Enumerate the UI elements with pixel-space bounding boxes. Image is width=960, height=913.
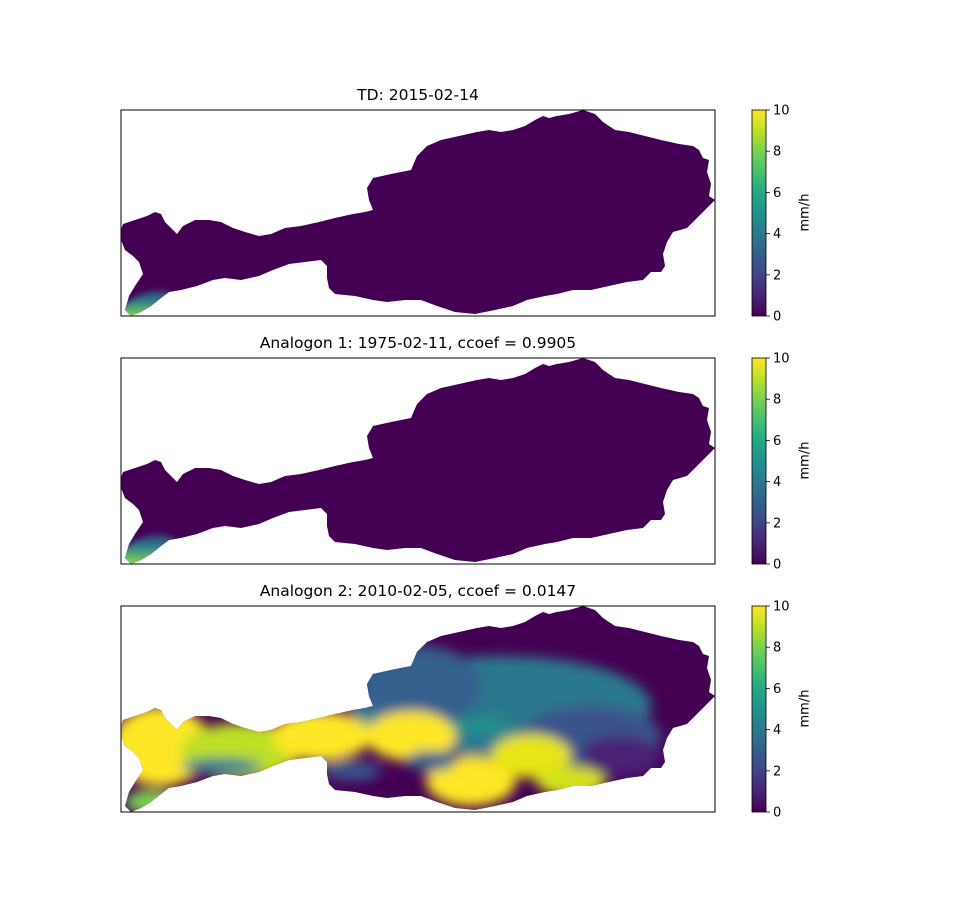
colorbar-tick-label: 0 — [773, 310, 781, 325]
colorbar-label: mm/h — [797, 193, 813, 232]
map-panel-1: TD: 2015-02-14 0 2 4 6 8 10 mm/h — [0, 80, 960, 330]
panel-title: TD: 2015-02-14 — [357, 86, 479, 104]
colorbar-label: mm/h — [797, 689, 813, 728]
colorbar-tick-label: 2 — [773, 764, 781, 779]
colorbar-tick-label: 6 — [773, 682, 781, 697]
colorbar-tick-label: 6 — [773, 186, 781, 201]
colorbar-tick-label: 0 — [773, 806, 781, 821]
colorbar-tick-label: 4 — [773, 227, 781, 242]
map-panel-2: Analogon 1: 1975-02-11, ccoef = 0.9905 0… — [0, 328, 960, 578]
colorbar-tick-label: 2 — [773, 268, 781, 283]
precip-field — [121, 646, 661, 812]
colorbar-tick-label: 4 — [773, 723, 781, 738]
colorbar-tick-label: 10 — [773, 600, 790, 615]
colorbar: 0 2 4 6 8 10 — [751, 352, 790, 573]
map-frame — [120, 357, 716, 565]
precip-map: 0 2 4 6 8 10 — [120, 600, 790, 821]
colorbar-tick-label: 6 — [773, 434, 781, 449]
colorbar-tick-label: 10 — [773, 352, 790, 367]
colorbar-tick-label: 2 — [773, 516, 781, 531]
precip-map: 0 2 4 6 8 10 — [120, 104, 790, 325]
map-frame — [120, 605, 716, 813]
panel-title: Analogon 2: 2010-02-05, ccoef = 0.0147 — [259, 582, 577, 600]
map-panel-3: Analogon 2: 2010-02-05, ccoef = 0.0147 — [0, 576, 960, 826]
colorbar-tick-label: 8 — [773, 145, 781, 160]
colorbar-tick-label: 10 — [773, 104, 790, 119]
austria-region — [121, 606, 715, 812]
colorbar: 0 2 4 6 8 10 — [751, 600, 790, 821]
colorbar-tick-label: 0 — [773, 558, 781, 573]
colorbar: 0 2 4 6 8 10 — [751, 104, 790, 325]
colorbar-tick-label: 8 — [773, 393, 781, 408]
colorbar-tick-label: 4 — [773, 475, 781, 490]
map-frame — [120, 109, 716, 317]
colorbar-tick-label: 8 — [773, 641, 781, 656]
colorbar-label: mm/h — [797, 441, 813, 480]
austria-region — [121, 110, 715, 316]
austria-region — [121, 358, 715, 564]
panel-title: Analogon 1: 1975-02-11, ccoef = 0.9905 — [259, 334, 577, 352]
precip-patch-sw — [121, 290, 173, 316]
precip-map: 0 2 4 6 8 10 — [120, 352, 790, 573]
